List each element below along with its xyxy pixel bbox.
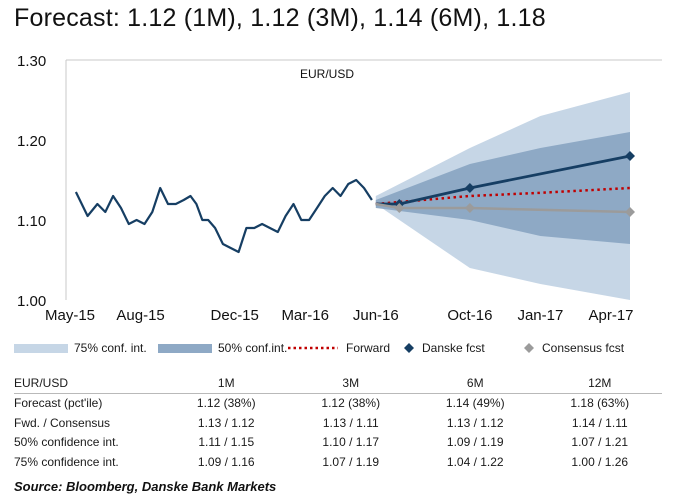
forecast-table: EUR/USD 1M 3M 6M 12M Forecast (pct'ile) … bbox=[14, 373, 662, 472]
table-cell: 1.12 (38%) bbox=[196, 396, 256, 411]
legend-item-forward: Forward bbox=[286, 336, 390, 360]
table-cell: 1.11 / 1.15 bbox=[198, 435, 255, 450]
table-cell: Fwd. / Consensus bbox=[14, 415, 111, 430]
diamond-icon bbox=[524, 343, 534, 353]
table-header: EUR/USD bbox=[14, 375, 69, 390]
legend-item-conf75: 75% conf. int. bbox=[14, 336, 147, 360]
legend-label-conf75: 75% conf. int. bbox=[74, 341, 147, 355]
danske-fcstline bbox=[375, 154, 631, 206]
table-cell: 1.14 (49%) bbox=[445, 396, 505, 411]
legend-swatch-conf75 bbox=[14, 343, 68, 353]
legend-swatch-conf50 bbox=[158, 343, 212, 353]
table-cell: 50% confidence int. bbox=[14, 435, 119, 450]
table-cell: 1.14 / 1.11 bbox=[571, 415, 628, 430]
table-cell: 1.07 / 1.21 bbox=[571, 435, 629, 450]
x-tick-label: Dec-15 bbox=[211, 307, 259, 324]
x-tick-label: Jan-17 bbox=[517, 307, 563, 324]
legend-label-consensus: Consensus fcst bbox=[542, 341, 625, 355]
legend-label-danske: Danske fcst bbox=[422, 341, 485, 355]
danske-fcstmarker bbox=[464, 183, 475, 193]
x-tick-label: Oct-16 bbox=[447, 307, 492, 324]
table-row: 50% confidence int. 1.11 / 1.15 1.10 / 1… bbox=[14, 433, 662, 453]
legend-item-conf50: 50% conf.int. bbox=[158, 336, 287, 360]
legend-label-forward: Forward bbox=[346, 341, 391, 355]
table-header: 6M bbox=[466, 375, 484, 390]
table-cell: 1.00 / 1.26 bbox=[571, 454, 629, 469]
table-cell: 1.09 / 1.16 bbox=[197, 454, 255, 469]
table-row: 75% confidence int. 1.09 / 1.16 1.07 / 1… bbox=[14, 452, 662, 472]
x-tick-label: Mar-16 bbox=[281, 307, 329, 324]
y-tick-label: 1.00 bbox=[17, 293, 46, 310]
table-cell: 1.04 / 1.22 bbox=[446, 454, 504, 469]
table-cell: 1.13 / 1.12 bbox=[446, 415, 504, 430]
x-tick-label: Jun-16 bbox=[353, 307, 399, 324]
diamond-icon bbox=[404, 343, 414, 353]
chart: 1.00 1.10 1.20 1.30 May-15 Aug-15 Dec-15 Mar-1… bbox=[17, 53, 662, 324]
table-header: 12M bbox=[588, 375, 612, 390]
consensus-fcstmarker bbox=[394, 203, 405, 213]
table-cell: 1.13 / 1.12 bbox=[197, 415, 255, 430]
consensus-fcstline bbox=[375, 202, 631, 214]
table-row: Fwd. / Consensus 1.13 / 1.12 1.13 / 1.11… bbox=[14, 413, 662, 433]
table-cell: 1.07 / 1.19 bbox=[322, 454, 380, 469]
table-cell: Forecast (pct'ile) bbox=[14, 396, 103, 411]
y-tick-label: 1.20 bbox=[17, 133, 46, 150]
legend-item-danske: Danske fcst bbox=[402, 336, 485, 360]
table-header: 3M bbox=[342, 375, 360, 390]
table-cell: 1.10 / 1.17 bbox=[322, 435, 380, 450]
x-tick-label: Apr-17 bbox=[588, 307, 633, 324]
forward-line-icon bbox=[288, 346, 338, 350]
chart-label: EUR/USD bbox=[300, 67, 354, 81]
table-cell: 1.18 (63%) bbox=[570, 396, 630, 411]
table-cell: 1.13 / 1.11 bbox=[322, 415, 379, 430]
legend-label-conf50: 50% conf.int. bbox=[218, 341, 288, 355]
table-header: 1M bbox=[217, 375, 235, 390]
table-cell: 1.12 (38%) bbox=[321, 396, 381, 411]
x-tick-label: May-15 bbox=[45, 307, 95, 324]
conf50-band bbox=[375, 132, 630, 244]
page-title: Forecast: 1.12 (1M), 1.12 (3M), 1.14 (6M… bbox=[14, 4, 546, 32]
legend: 75% conf. int. 50% conf.int. Forward Dan… bbox=[14, 336, 662, 360]
consensus-fcstmarker bbox=[625, 207, 635, 217]
consensus-fcstmarker bbox=[464, 203, 475, 213]
y-tick-label: 1.30 bbox=[17, 53, 46, 70]
danske-fcstmarker bbox=[625, 151, 635, 161]
table-cell: 75% confidence int. bbox=[14, 454, 119, 469]
table-cell: 1.09 / 1.19 bbox=[446, 435, 504, 450]
y-tick-label: 1.10 bbox=[17, 213, 46, 230]
x-tick-label: Aug-15 bbox=[116, 307, 164, 324]
table-row: Forecast (pct'ile) 1.12 (38%) 1.12 (38%)… bbox=[14, 393, 662, 413]
history-line bbox=[74, 178, 373, 254]
legend-item-consensus: Consensus fcst bbox=[522, 336, 624, 360]
table-header-row: EUR/USD 1M 3M 6M 12M bbox=[14, 373, 662, 393]
source-note: Source: Bloomberg, Danske Bank Markets bbox=[14, 479, 277, 494]
